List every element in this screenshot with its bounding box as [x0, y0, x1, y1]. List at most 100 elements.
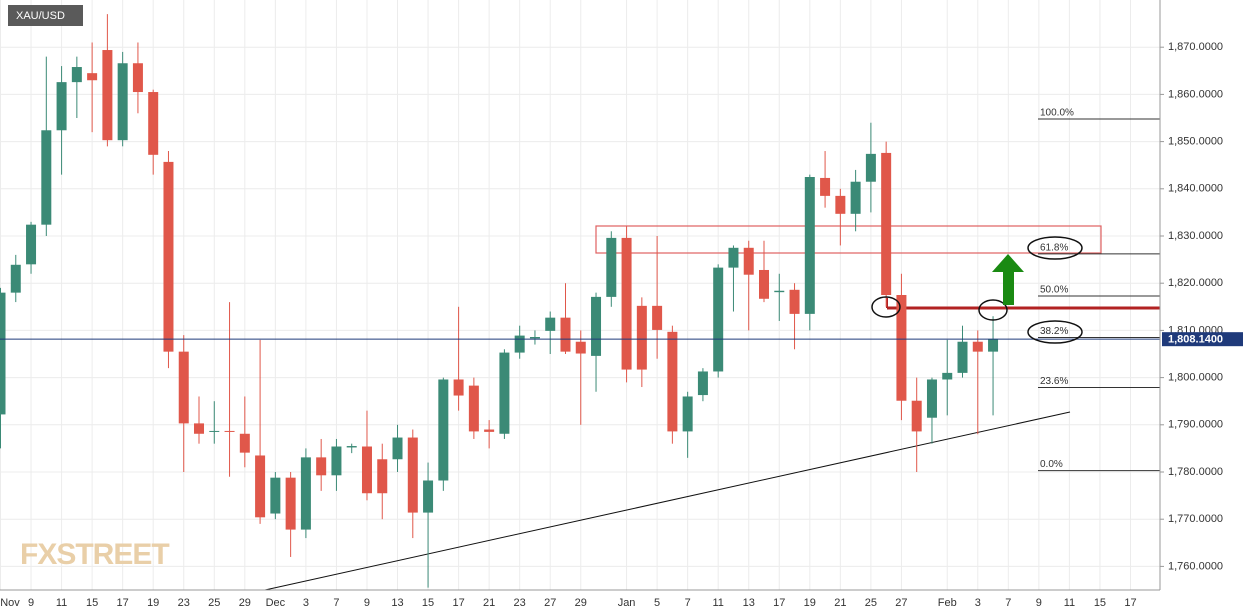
- candle-body: [988, 339, 999, 352]
- x-tick-label: 13: [391, 597, 403, 609]
- candle-body: [300, 457, 311, 530]
- trendline: [264, 411, 1071, 591]
- fib-label: 0.0%: [1040, 459, 1063, 470]
- candle-body: [132, 63, 143, 93]
- x-tick-label: Nov: [0, 597, 20, 609]
- candle-body: [697, 371, 708, 396]
- candle-body: [346, 446, 357, 448]
- candle-body: [117, 63, 128, 141]
- candle-body: [0, 292, 6, 415]
- candle-body: [178, 351, 189, 424]
- x-tick-label: 3: [975, 597, 981, 609]
- x-tick-label: 15: [86, 597, 98, 609]
- chart-title: XAU/USD: [16, 10, 65, 22]
- candle-body: [575, 341, 586, 354]
- candle-body: [728, 247, 739, 268]
- y-tick-label: 1,850.0000: [1168, 136, 1223, 148]
- x-tick-label: 23: [178, 597, 190, 609]
- x-tick-label: 17: [117, 597, 129, 609]
- x-tick-label: 3: [303, 597, 309, 609]
- x-tick-label: 29: [239, 597, 251, 609]
- candle-body: [682, 396, 693, 432]
- y-tick-label: 1,760.0000: [1168, 560, 1223, 572]
- x-tick-label: 19: [804, 597, 816, 609]
- candle-body: [560, 317, 571, 352]
- x-tick-label: 9: [1036, 597, 1042, 609]
- candle-body: [636, 305, 647, 370]
- fib-label: 61.8%: [1040, 243, 1068, 254]
- candle-body: [759, 269, 769, 299]
- highlight-ellipse: [1027, 236, 1083, 260]
- candle-body: [163, 161, 174, 352]
- candle-body: [194, 423, 205, 434]
- candle-body: [789, 289, 800, 314]
- x-tick-label: Jan: [618, 597, 636, 609]
- candle-body: [255, 455, 266, 518]
- candle-body: [423, 480, 434, 513]
- x-tick-label: 7: [685, 597, 691, 609]
- candle-body: [621, 237, 632, 370]
- candle-body: [850, 181, 861, 214]
- up-arrow: [992, 254, 1024, 305]
- candle-body: [743, 247, 754, 275]
- y-tick-label: 1,840.0000: [1168, 183, 1223, 195]
- last-price-label: 1,808.1400: [1168, 334, 1223, 346]
- candle-body: [270, 477, 281, 514]
- candle-body: [71, 67, 82, 83]
- candle-body: [911, 400, 922, 432]
- candle-body: [102, 50, 113, 141]
- candle-body: [438, 379, 449, 481]
- x-tick-label: 7: [1005, 597, 1011, 609]
- title-box: [8, 5, 83, 26]
- candle-body: [835, 195, 846, 214]
- y-tick-label: 1,820.0000: [1168, 277, 1223, 289]
- x-tick-label: 19: [147, 597, 159, 609]
- x-tick-label: 9: [28, 597, 34, 609]
- candle-body: [606, 237, 617, 297]
- x-tick-label: 21: [834, 597, 846, 609]
- candle-body: [239, 433, 250, 453]
- candles: [0, 14, 999, 588]
- candle-body: [881, 152, 892, 295]
- candle-body: [865, 153, 876, 182]
- fib-label: 38.2%: [1040, 326, 1068, 337]
- x-tick-label: 13: [743, 597, 755, 609]
- resistance-zone: [595, 225, 1102, 254]
- x-tick-label: 9: [364, 597, 370, 609]
- candle-body: [820, 177, 831, 196]
- candle-body: [407, 437, 418, 513]
- highlight-ellipse: [871, 296, 901, 318]
- x-tick-label: 11: [712, 597, 723, 609]
- candle-body: [972, 341, 983, 352]
- grid: [0, 0, 1160, 590]
- candle-body: [926, 379, 937, 418]
- candle-body: [591, 296, 602, 356]
- x-tick-label: 15: [422, 597, 434, 609]
- candle-body: [652, 305, 663, 330]
- candle-body: [224, 430, 235, 432]
- x-tick-label: 25: [865, 597, 877, 609]
- candle-body: [713, 267, 724, 372]
- highlight-ellipse: [978, 299, 1008, 321]
- fib-label: 100.0%: [1040, 108, 1074, 119]
- x-tick-label: Dec: [266, 597, 286, 609]
- candle-body: [514, 335, 525, 353]
- candle-body: [87, 73, 98, 81]
- y-tick-label: 1,790.0000: [1168, 419, 1223, 431]
- candle-body: [667, 331, 678, 432]
- y-tick-label: 1,780.0000: [1168, 466, 1223, 478]
- highlight-ellipse: [1027, 320, 1083, 344]
- candle-body: [896, 295, 907, 401]
- candle-body: [774, 290, 785, 293]
- x-tick-label: 21: [483, 597, 495, 609]
- watermark: FXSTREET: [20, 538, 169, 571]
- candle-body: [804, 177, 815, 314]
- x-tick-label: 29: [575, 597, 587, 609]
- candle-body: [499, 352, 510, 434]
- candle-body: [331, 446, 342, 476]
- candle-body: [316, 457, 327, 476]
- candle-body: [209, 430, 220, 432]
- y-tick-label: 1,800.0000: [1168, 372, 1223, 384]
- fib-label: 23.6%: [1040, 376, 1068, 387]
- candle-body: [392, 437, 403, 460]
